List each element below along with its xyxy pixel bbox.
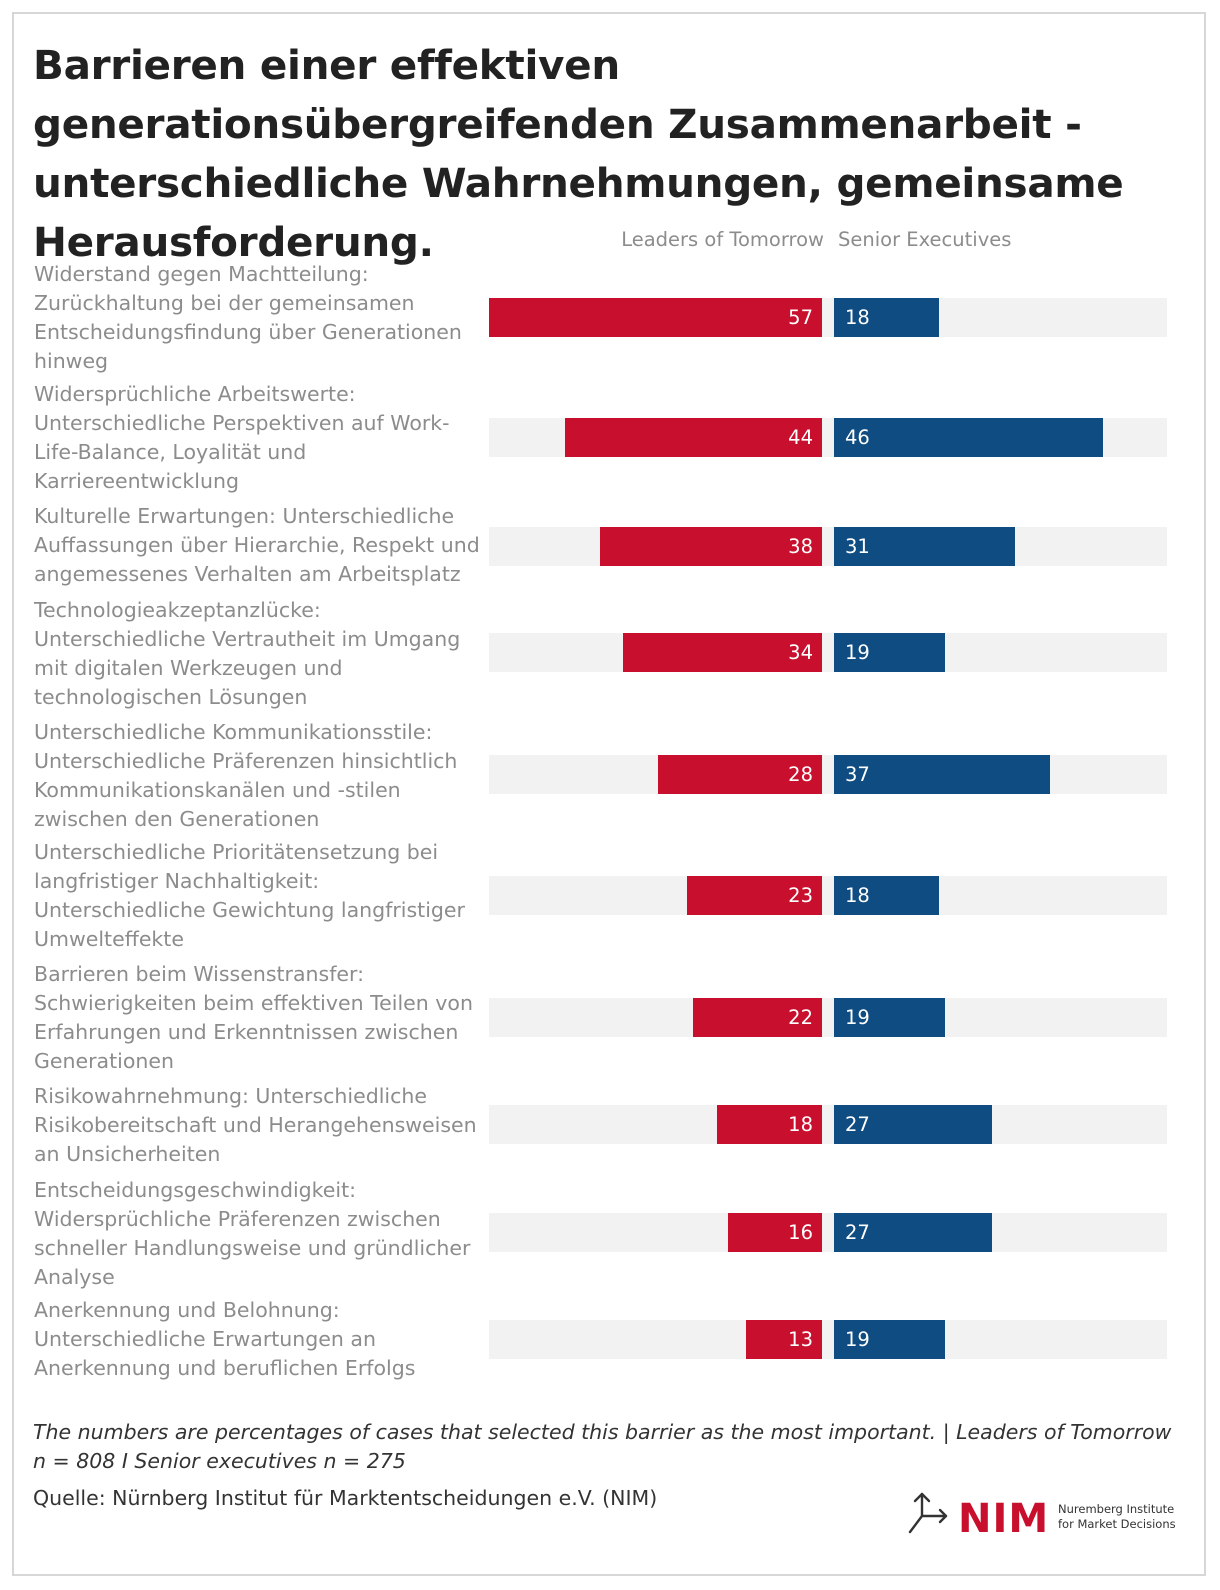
value-label-senior-executives: 27	[845, 1113, 870, 1136]
category-label: Risikowahrnehmung: Unterschiedliche Risi…	[34, 1084, 477, 1166]
value-label-senior-executives: 46	[845, 426, 870, 449]
value-label-senior-executives: 27	[845, 1221, 870, 1244]
bar-senior-executives	[834, 633, 946, 672]
value-label-leaders-of-tomorrow: 16	[788, 1221, 813, 1244]
category-label: Unterschiedliche Prioritätensetzung bei …	[34, 840, 465, 951]
value-label-senior-executives: 19	[845, 1328, 870, 1351]
bar-track	[489, 527, 1167, 566]
category-label: Widerstand gegen Machtteilung: Zurückhal…	[34, 262, 462, 373]
category-label: Barrieren beim Wissenstransfer: Schwieri…	[34, 962, 473, 1073]
value-label-senior-executives: 19	[845, 1006, 870, 1029]
value-label-leaders-of-tomorrow: 28	[788, 763, 813, 786]
bar-leaders-of-tomorrow	[745, 1320, 822, 1359]
chart-title: Barrieren einer effektiven generationsüb…	[33, 41, 1124, 266]
bar-leaders-of-tomorrow	[716, 1105, 822, 1144]
value-label-leaders-of-tomorrow: 44	[788, 426, 813, 449]
bar-track	[489, 1105, 1167, 1144]
category-label: Kulturelle Erwartungen: Unterschiedliche…	[34, 504, 480, 586]
bar-leaders-of-tomorrow	[687, 876, 822, 915]
category-label: Technologieakzeptanzlücke: Unterschiedli…	[34, 598, 461, 709]
bar-senior-executives	[834, 998, 946, 1037]
bar-track	[489, 633, 1167, 672]
bar-leaders-of-tomorrow	[693, 998, 822, 1037]
value-label-senior-executives: 18	[845, 306, 870, 329]
source-line: Quelle: Nürnberg Institut für Marktentsc…	[33, 1486, 658, 1510]
bar-senior-executives	[834, 755, 1051, 794]
bar-leaders-of-tomorrow	[658, 755, 822, 794]
bar-senior-executives	[834, 1213, 992, 1252]
value-label-leaders-of-tomorrow: 38	[788, 535, 813, 558]
bar-senior-executives	[834, 876, 940, 915]
bar-leaders-of-tomorrow	[599, 527, 822, 566]
bar-track	[489, 1213, 1167, 1252]
logo-wordmark: NIM	[958, 1496, 1050, 1542]
chart-frame	[12, 12, 1206, 1576]
bar-senior-executives	[834, 298, 940, 337]
logo-subtitle-line-1: Nuremberg Institute	[1058, 1502, 1175, 1516]
nim-logo: NIM Nuremberg Institute for Market Decis…	[906, 1486, 1176, 1550]
arrows-icon	[908, 1492, 948, 1534]
value-label-senior-executives: 18	[845, 884, 870, 907]
bar-leaders-of-tomorrow	[564, 418, 822, 457]
bar-senior-executives	[834, 1105, 992, 1144]
bar-senior-executives	[834, 418, 1104, 457]
legend-leaders-of-tomorrow: Leaders of Tomorrow	[621, 228, 824, 251]
bar-track	[489, 998, 1167, 1037]
value-label-senior-executives: 31	[845, 535, 870, 558]
bar-senior-executives	[834, 1320, 946, 1359]
category-label: Widersprüchliche Arbeitswerte: Unterschi…	[34, 382, 450, 493]
bar-leaders-of-tomorrow	[728, 1213, 822, 1252]
value-label-senior-executives: 37	[845, 763, 870, 786]
category-label: Anerkennung und Belohnung: Unterschiedli…	[34, 1298, 416, 1380]
bar-track	[489, 755, 1167, 794]
value-label-senior-executives: 19	[845, 641, 870, 664]
bar-track	[489, 876, 1167, 915]
bar-leaders-of-tomorrow	[488, 298, 822, 337]
logo-subtitle-line-2: for Market Decisions	[1058, 1517, 1176, 1531]
bar-leaders-of-tomorrow	[623, 633, 822, 672]
value-label-leaders-of-tomorrow: 22	[788, 1006, 813, 1029]
bar-track	[489, 1320, 1167, 1359]
legend-senior-executives: Senior Executives	[838, 228, 1012, 251]
value-label-leaders-of-tomorrow: 13	[788, 1328, 813, 1351]
logo-subtitle: Nuremberg Institute for Market Decisions	[1058, 1502, 1176, 1532]
value-label-leaders-of-tomorrow: 34	[788, 641, 813, 664]
value-label-leaders-of-tomorrow: 18	[788, 1113, 813, 1136]
value-label-leaders-of-tomorrow: 23	[788, 884, 813, 907]
category-label: Entscheidungsgeschwindigkeit: Widersprüc…	[34, 1178, 471, 1289]
value-label-leaders-of-tomorrow: 57	[788, 306, 813, 329]
footnote: The numbers are percentages of cases tha…	[33, 1420, 1172, 1473]
bar-senior-executives	[834, 527, 1016, 566]
category-label: Unterschiedliche Kommunikationsstile: Un…	[34, 720, 458, 831]
